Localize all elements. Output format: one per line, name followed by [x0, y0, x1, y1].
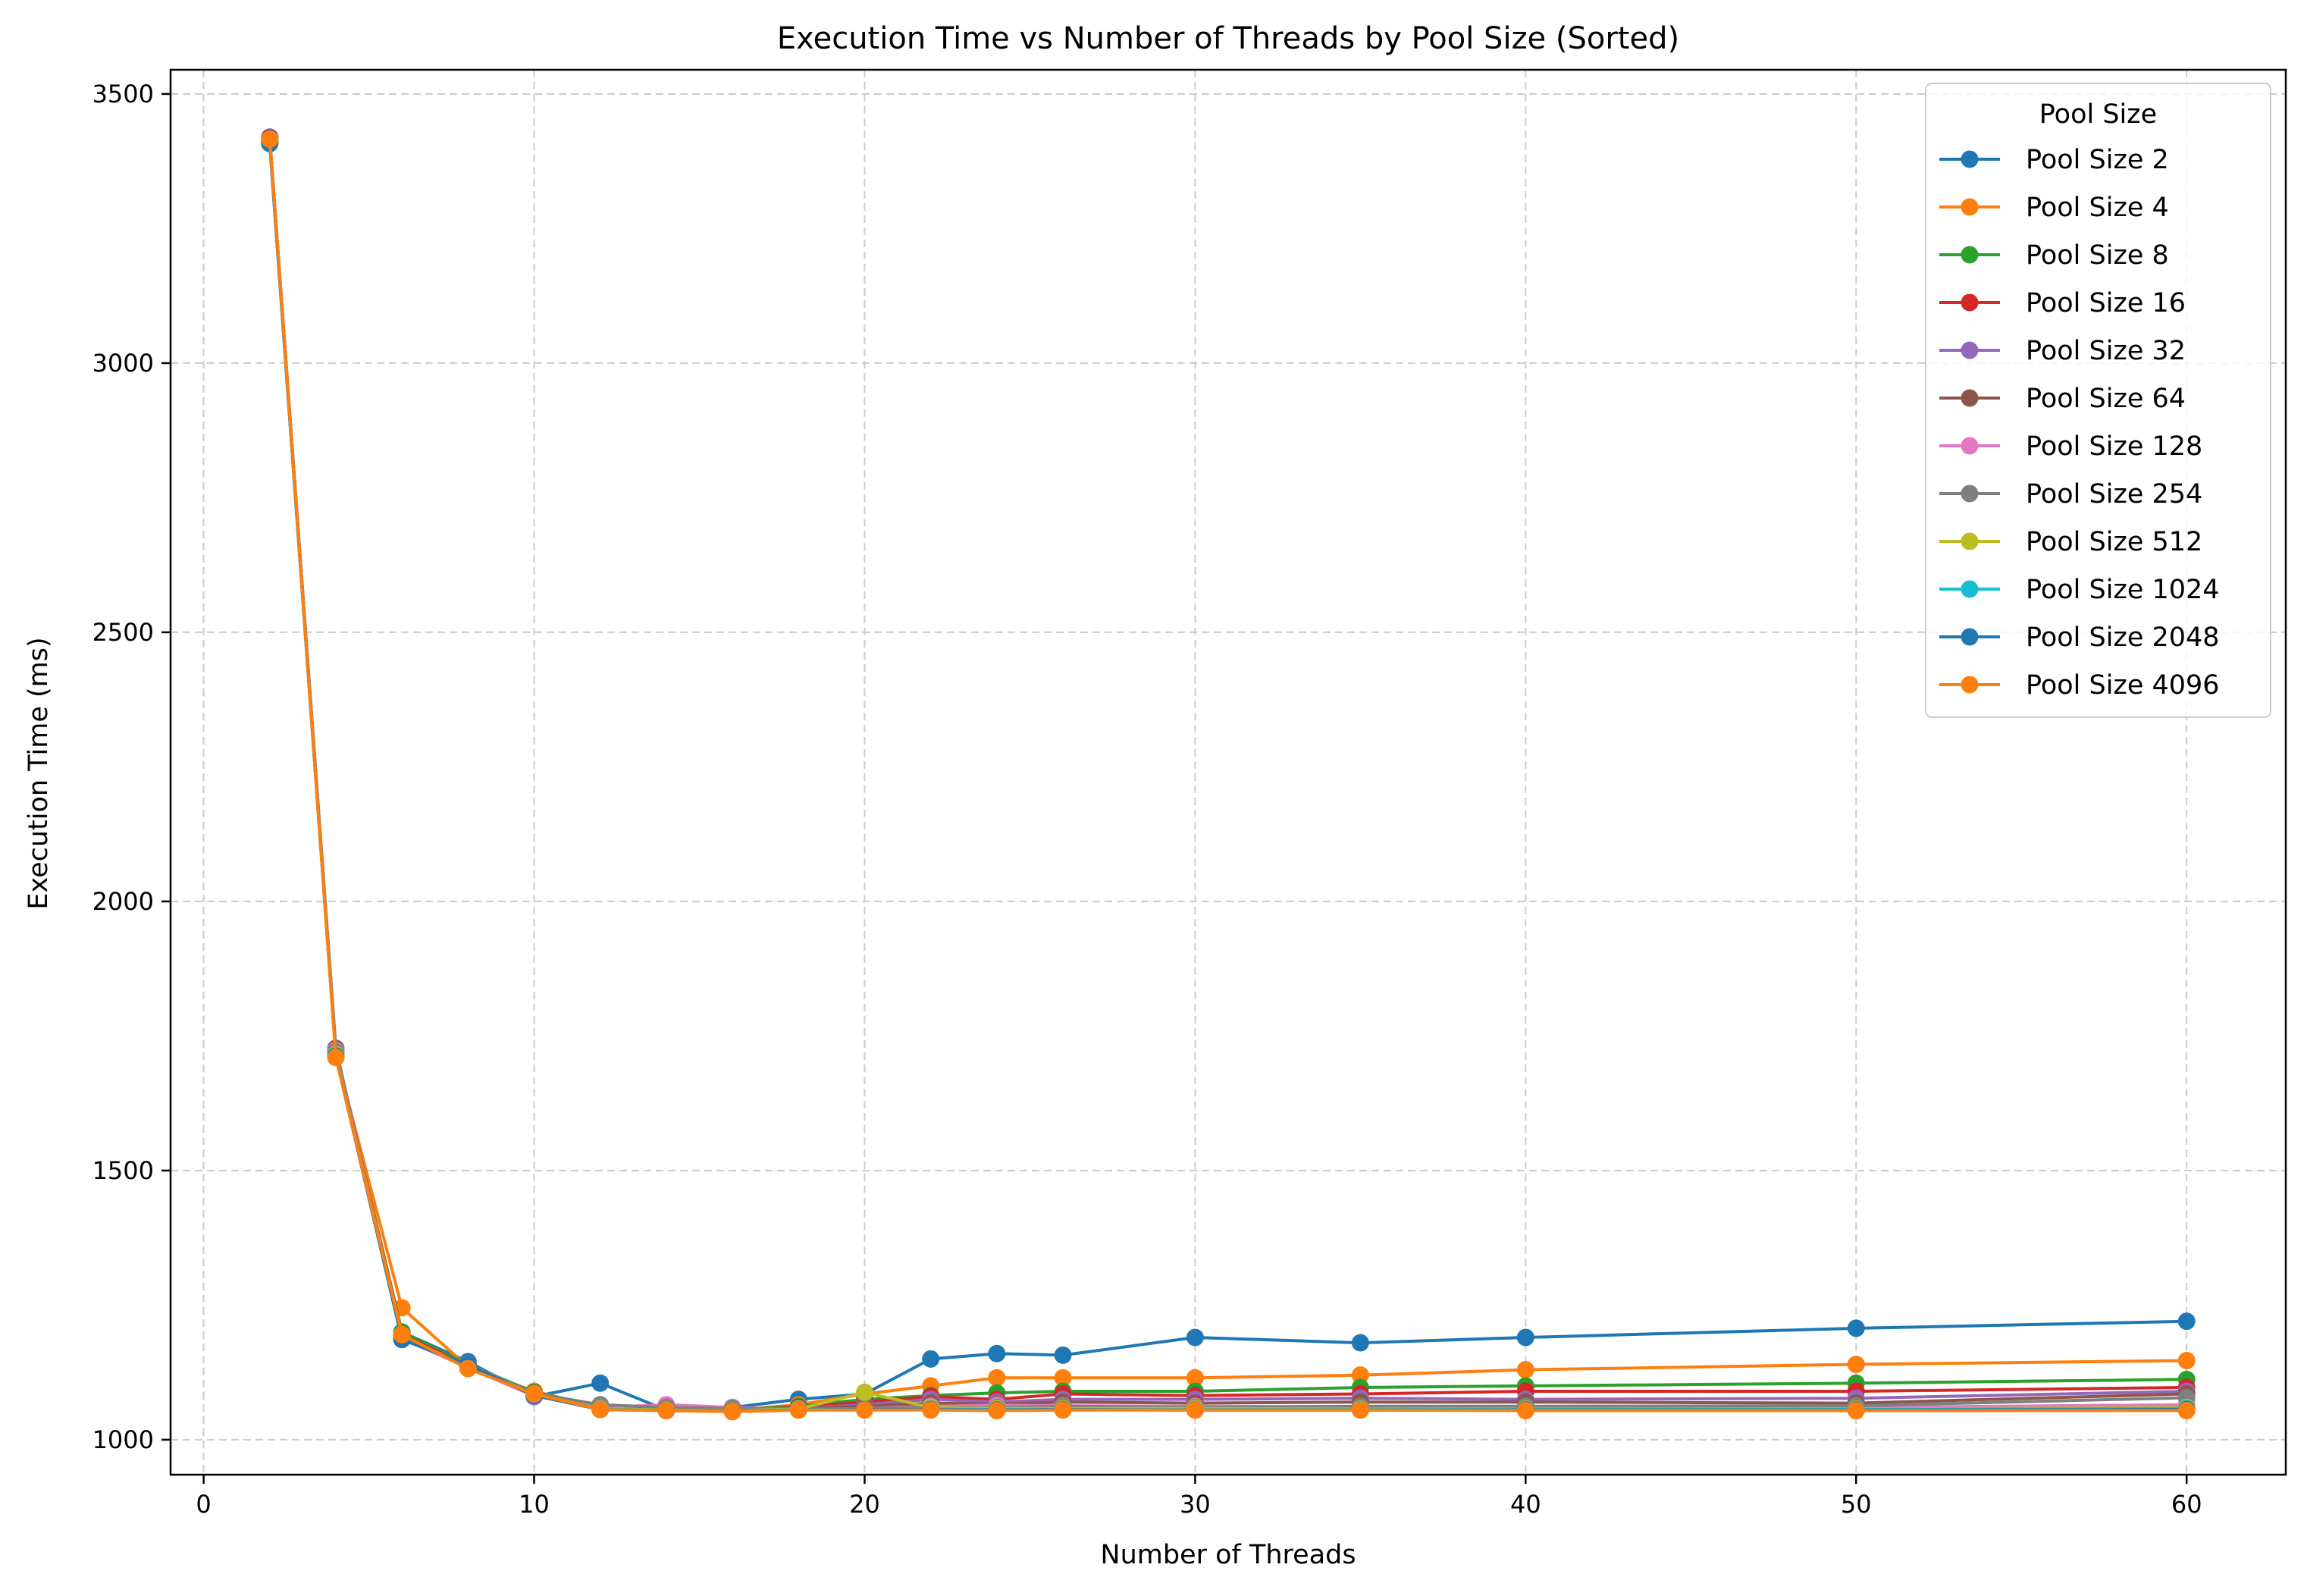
data-point [1847, 1402, 1865, 1420]
y-tick-label: 1500 [92, 1156, 154, 1185]
legend-entry: Pool Size 4096 [1939, 670, 2220, 701]
data-point [261, 130, 279, 149]
legend-label: Pool Size 4 [2026, 193, 2169, 223]
data-point [327, 1049, 345, 1067]
data-point [1054, 1401, 1072, 1419]
x-axis-label: Number of Threads [1100, 1540, 1356, 1570]
legend-label: Pool Size 4096 [2026, 670, 2220, 701]
data-point [393, 1325, 411, 1344]
legend-marker [1961, 293, 1979, 312]
data-point [1516, 1402, 1534, 1420]
x-tick-label: 0 [196, 1490, 211, 1519]
legend-entry: Pool Size 32 [1939, 336, 2186, 366]
legend-marker [1961, 150, 1979, 168]
legend-entry: Pool Size 8 [1939, 240, 2169, 271]
data-point [988, 1402, 1006, 1420]
y-tick-label: 3000 [92, 349, 154, 378]
legend-entry: Pool Size 512 [1939, 527, 2202, 557]
legend-marker [1961, 484, 1979, 503]
chart-title: Execution Time vs Number of Threads by P… [777, 21, 1679, 56]
legend-marker [1961, 198, 1979, 216]
legend-label: Pool Size 2 [2026, 145, 2169, 175]
series-line [268, 139, 2187, 1413]
x-tick-label: 30 [1180, 1490, 1211, 1519]
legend-marker [1961, 532, 1979, 550]
y-tick-label: 1000 [92, 1425, 154, 1454]
data-point [459, 1359, 477, 1378]
legend-title: Pool Size [2039, 99, 2157, 130]
legend-marker [1961, 341, 1979, 359]
data-point [1351, 1334, 1369, 1352]
data-point [723, 1403, 741, 1421]
data-point [525, 1385, 544, 1403]
x-tick-label: 40 [1510, 1490, 1541, 1519]
data-point [1186, 1369, 1204, 1387]
y-tick-label: 2000 [92, 887, 154, 916]
legend-label: Pool Size 2048 [2026, 622, 2220, 653]
x-tick-label: 10 [519, 1490, 550, 1519]
data-point [591, 1374, 610, 1392]
data-point [1186, 1328, 1204, 1347]
plot-frame [169, 68, 2287, 1476]
data-point [922, 1401, 940, 1419]
x-tick-label: 20 [849, 1490, 880, 1519]
data-point [988, 1369, 1006, 1387]
legend-entry: Pool Size 64 [1939, 384, 2186, 414]
series-layer [261, 128, 2196, 1421]
data-point [1186, 1401, 1204, 1419]
data-point [2177, 1312, 2196, 1331]
data-point [1054, 1369, 1072, 1387]
legend-label: Pool Size 1024 [2026, 575, 2220, 605]
legend-box [1925, 83, 2271, 718]
legend-marker [1961, 676, 1979, 694]
legend-marker [1961, 246, 1979, 264]
data-point [1054, 1346, 1072, 1364]
data-point [988, 1344, 1006, 1362]
legend-label: Pool Size 128 [2026, 431, 2202, 462]
legend-marker [1961, 389, 1979, 407]
data-point [855, 1401, 873, 1419]
data-point [2177, 1351, 2196, 1369]
legend-label: Pool Size 8 [2026, 240, 2169, 271]
data-point [1847, 1319, 1865, 1337]
data-point [855, 1383, 873, 1401]
legend-entry: Pool Size 254 [1939, 479, 2202, 510]
legend-label: Pool Size 64 [2026, 384, 2186, 414]
legend-entry: Pool Size 128 [1939, 431, 2202, 462]
legend-entry: Pool Size 4 [1939, 193, 2169, 223]
series-12 [261, 130, 2196, 1421]
x-tick-label: 50 [1841, 1490, 1872, 1519]
legend-label: Pool Size 32 [2026, 336, 2186, 366]
legend-marker [1961, 628, 1979, 646]
legend-marker [1961, 580, 1979, 598]
data-point [922, 1350, 940, 1368]
data-point [1516, 1328, 1534, 1347]
y-tick-label: 2500 [92, 618, 154, 647]
data-point [1351, 1401, 1369, 1419]
data-point [591, 1400, 610, 1419]
data-point [1516, 1361, 1534, 1379]
legend-entry: Pool Size 1024 [1939, 575, 2220, 605]
legend-marker [1961, 437, 1979, 455]
legend-entry: Pool Size 2 [1939, 145, 2169, 175]
legend-entry: Pool Size 2048 [1939, 622, 2220, 653]
legend-entry: Pool Size 16 [1939, 288, 2186, 318]
y-tick-label: 3500 [92, 80, 154, 108]
axis-ticks: 0 10 20 30 40 50 60 1000 1500 2000 2500 3000 3500 [92, 80, 2202, 1519]
legend-label: Pool Size 512 [2026, 527, 2202, 557]
data-point [2177, 1402, 2196, 1420]
data-point [789, 1401, 807, 1419]
legend-label: Pool Size 16 [2026, 288, 2186, 318]
data-point [1847, 1355, 1865, 1373]
y-axis-label: Execution Time (ms) [24, 637, 54, 909]
x-tick-label: 60 [2171, 1490, 2202, 1519]
legend-entries: Pool Size 2 Pool Size 4 Pool Size 8 Pool Si… [1939, 145, 2220, 701]
data-point [1351, 1366, 1369, 1384]
legend-label: Pool Size 254 [2026, 479, 2202, 510]
data-point [657, 1402, 675, 1420]
